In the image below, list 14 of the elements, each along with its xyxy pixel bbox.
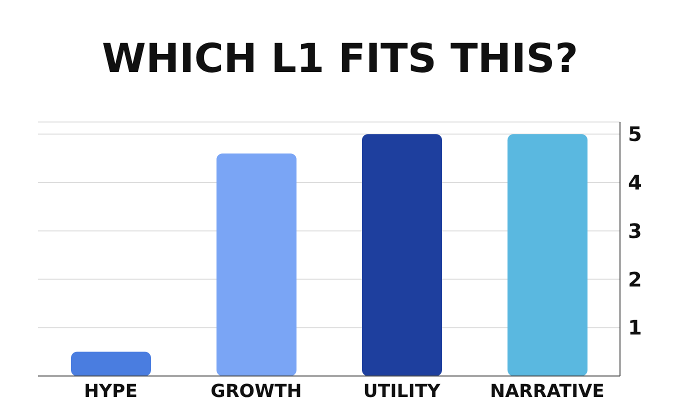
x-tick-label: UTILITY xyxy=(363,380,442,402)
bar xyxy=(508,134,588,376)
bar xyxy=(216,153,296,376)
x-tick-label: HYPE xyxy=(84,380,138,402)
y-tick-label: 2 xyxy=(628,267,642,292)
y-tick-label: 3 xyxy=(628,218,642,243)
x-tick-label: NARRATIVE xyxy=(490,380,604,402)
bar xyxy=(362,134,442,376)
y-tick-label: 4 xyxy=(628,170,642,195)
chart-title: WHICH L1 FITS THIS? xyxy=(100,35,580,84)
y-tick-label: 1 xyxy=(628,316,642,340)
x-tick-label: GROWTH xyxy=(210,380,302,402)
y-tick-label: 5 xyxy=(628,122,642,146)
bar xyxy=(71,352,151,376)
